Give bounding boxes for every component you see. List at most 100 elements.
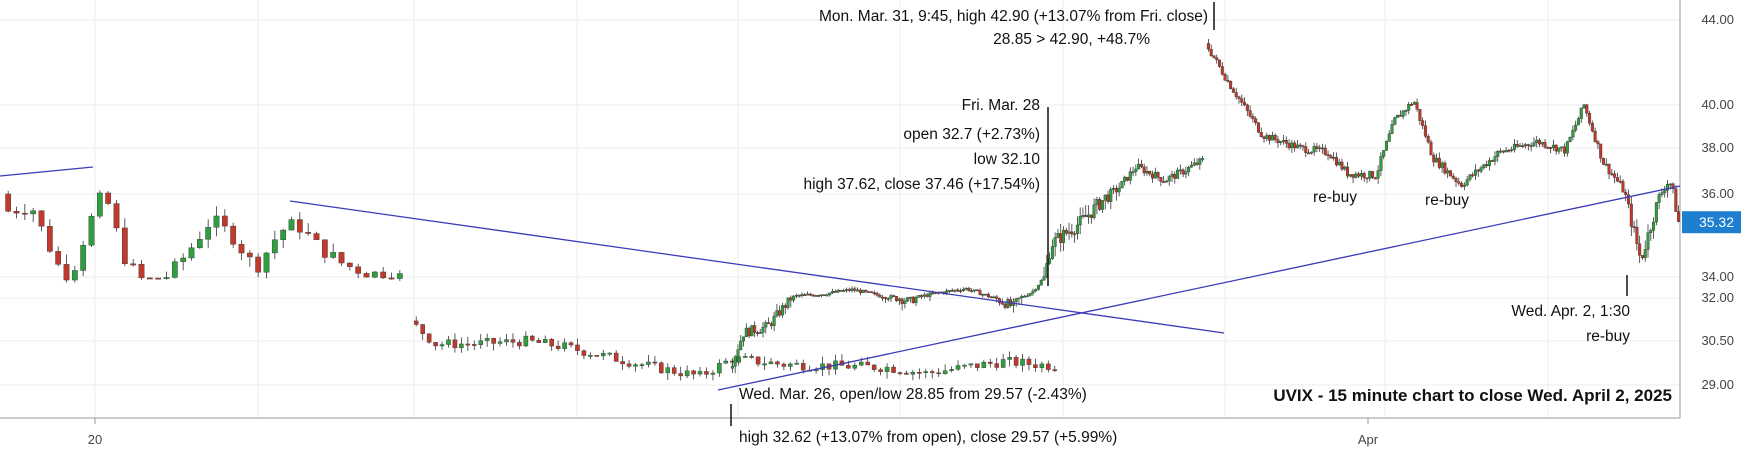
candle-down (753, 325, 757, 333)
candle-down (1432, 154, 1436, 163)
candle-up (820, 363, 825, 370)
candle-up (439, 344, 445, 347)
candle-up (1540, 142, 1544, 145)
candle-down (1245, 104, 1249, 111)
candle-up (205, 227, 212, 240)
candle-down (568, 342, 574, 346)
candle-down (1003, 303, 1007, 308)
candle-down (1070, 231, 1074, 235)
candle-down (929, 371, 935, 373)
candle-down (1674, 188, 1678, 212)
candle-up (780, 305, 784, 316)
candle-down (875, 292, 879, 296)
candle-up (968, 363, 974, 366)
candle-down (46, 226, 53, 252)
candle-down (575, 344, 580, 351)
candle-down (1426, 136, 1430, 143)
candle-down (1212, 55, 1216, 58)
annotation-mar28-line1: Fri. Mar. 28 (962, 97, 1040, 114)
candle-down (994, 363, 999, 368)
y-tick-label: 32.00 (1701, 290, 1734, 305)
candle-up (1532, 142, 1536, 147)
candle-down (355, 266, 362, 274)
candle-down (230, 225, 237, 245)
candle-up (163, 277, 170, 279)
trendline-resistance (289, 200, 1225, 334)
candle-up (922, 294, 926, 297)
candle-up (842, 290, 846, 292)
candle-down (920, 295, 924, 297)
candle-down (1476, 169, 1480, 172)
candle-up (761, 326, 765, 333)
candle-up (1657, 194, 1661, 203)
candle-down (1218, 59, 1222, 67)
y-tick-label: 29.00 (1701, 377, 1734, 392)
candle-down (1151, 173, 1155, 179)
annotation-mar31-line1: Mon. Mar. 31, 9:45, high 42.90 (+13.07% … (819, 8, 1208, 25)
candle-down (1627, 194, 1631, 205)
candle-down (878, 294, 882, 298)
candle-up (1092, 204, 1096, 218)
candle-down (1159, 177, 1163, 182)
candle-down (781, 363, 787, 367)
candle-up (478, 340, 483, 345)
candle-down (138, 264, 145, 279)
candle-up (1518, 145, 1522, 147)
candle-down (1423, 125, 1427, 137)
y-axis: 29.00 30.50 32.00 34.00 36.00 38.00 40.00 44.00… (1682, 12, 1741, 392)
candle-down (1454, 178, 1458, 182)
candle-up (588, 355, 593, 357)
candle-down (1254, 118, 1258, 123)
candle-up (196, 239, 203, 248)
candle-down (1677, 211, 1681, 222)
candle-down (1059, 233, 1063, 243)
candle-up (1576, 118, 1580, 126)
annotation-mar26-line1: Wed. Mar. 26, open/low 28.85 from 29.57 … (739, 386, 1087, 403)
candle-down (1460, 183, 1464, 187)
candle-up (981, 294, 985, 296)
candle-up (1025, 295, 1029, 298)
candle-up (1568, 136, 1572, 142)
candle-up (961, 289, 965, 292)
candle-up (1407, 104, 1411, 111)
candle-up (850, 288, 854, 291)
candle-down (917, 372, 922, 374)
candle-up (1354, 173, 1358, 178)
annotation-mar28-line2: open 32.7 (+2.73%) (903, 126, 1040, 143)
candle-down (313, 233, 320, 240)
candle-up (1039, 280, 1043, 286)
candle-down (995, 296, 999, 299)
candle-down (1615, 177, 1619, 182)
candle-up (953, 289, 957, 292)
candle-up (504, 339, 509, 343)
candle-down (146, 277, 153, 280)
candle-down (749, 356, 754, 358)
candle-down (904, 372, 909, 375)
candle-down (155, 277, 162, 280)
candle-down (1421, 120, 1425, 126)
candle-down (55, 251, 62, 265)
candle-down (867, 291, 871, 293)
candle-down (530, 335, 535, 341)
candle-down (853, 288, 857, 291)
annotation-mar28-line4: high 37.62, close 37.46 (+17.54%) (803, 176, 1040, 193)
candle-down (1507, 150, 1511, 152)
candle-up (762, 363, 767, 366)
candle-down (755, 332, 759, 334)
candle-down (626, 363, 632, 367)
candle-up (792, 295, 796, 301)
candle-up (1512, 143, 1516, 150)
candle-down (691, 370, 696, 375)
candle-down (1259, 132, 1263, 137)
x-tick-label: Apr (1358, 432, 1379, 447)
candle-up (852, 364, 858, 369)
candle-up (1017, 297, 1021, 300)
candle-down (769, 323, 773, 326)
candle-down (833, 291, 837, 293)
candle-down (1240, 98, 1244, 103)
candle-down (1268, 135, 1272, 141)
candle-down (978, 290, 982, 296)
candle-up (1643, 249, 1647, 259)
candle-up (684, 370, 690, 377)
candle-up (71, 270, 78, 281)
